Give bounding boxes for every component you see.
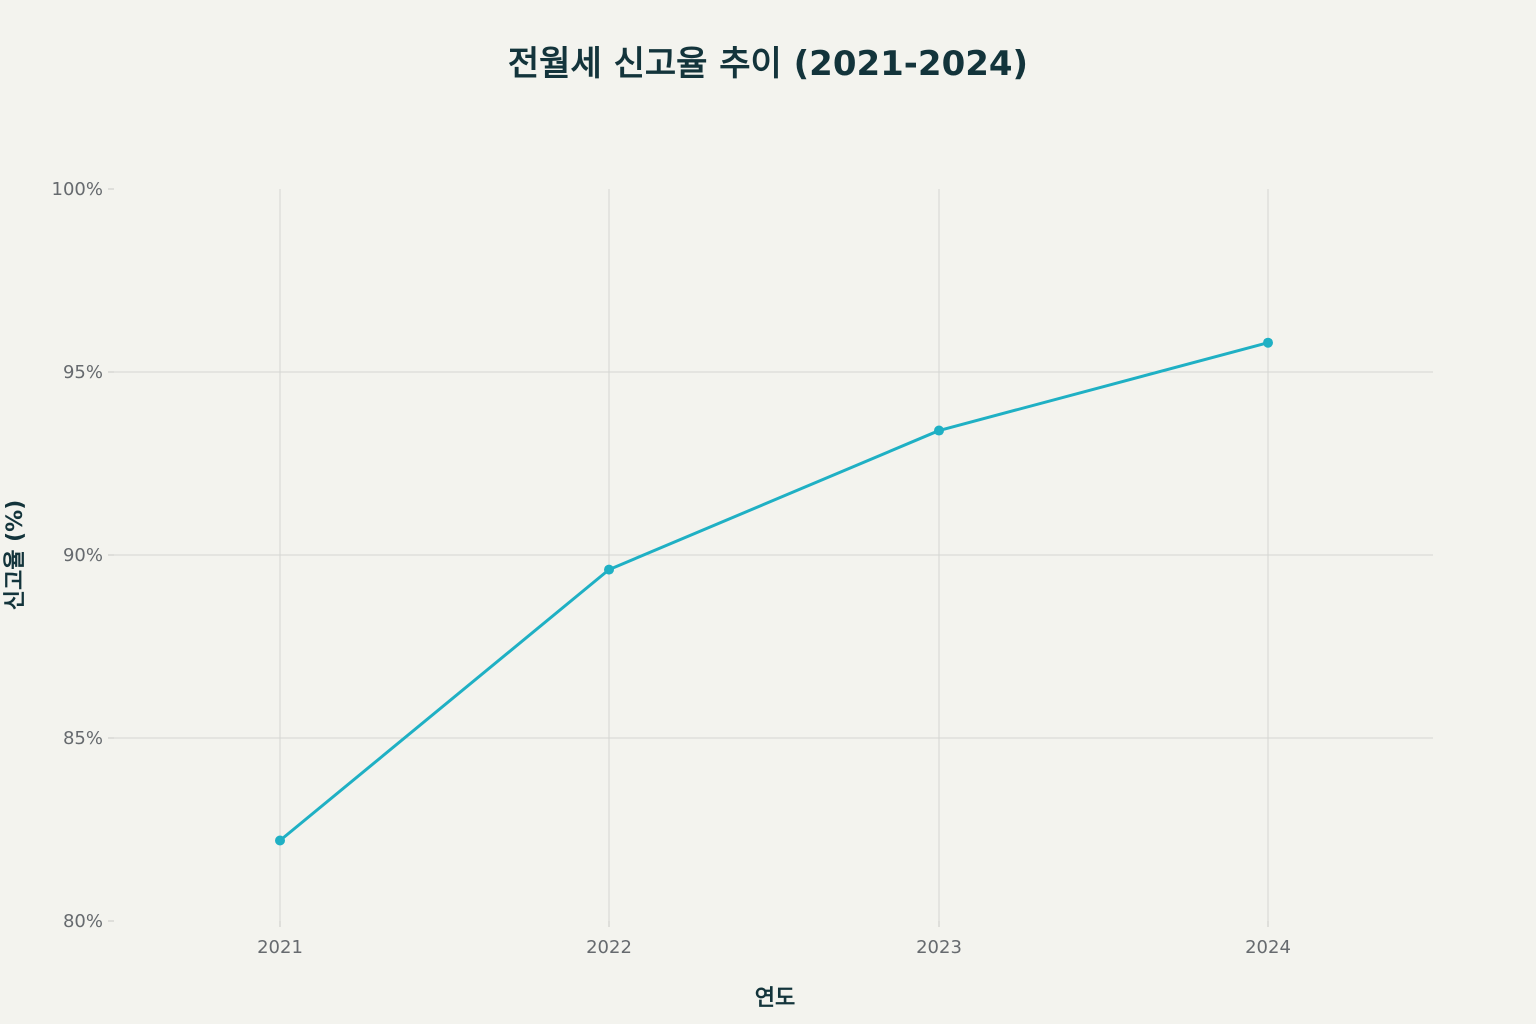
y-axis-title: 신고율 (%)	[3, 500, 28, 611]
x-tick-label: 2023	[916, 937, 962, 958]
data-point	[1263, 337, 1273, 348]
data-point	[934, 425, 944, 436]
x-axis-ticks: 2021 2022 2023 2024	[257, 921, 1291, 958]
x-axis-title: 연도	[755, 986, 795, 1011]
y-tick-label: 80%	[63, 911, 103, 932]
y-axis-ticks: 80% 85% 90% 95% 100%	[52, 179, 114, 932]
chart-title: 전월세 신고율 추이 (2021-2024)	[508, 44, 1028, 84]
data-point	[275, 835, 285, 846]
y-tick-label: 100%	[52, 179, 103, 200]
x-tick-label: 2022	[586, 937, 632, 958]
data-point	[604, 564, 614, 575]
gridlines	[114, 189, 1433, 921]
series-line	[278, 341, 1270, 842]
x-tick-label: 2021	[257, 937, 303, 958]
y-tick-label: 90%	[63, 545, 103, 566]
y-tick-label: 85%	[63, 728, 103, 749]
y-tick-label: 95%	[63, 362, 103, 383]
x-tick-label: 2024	[1245, 937, 1291, 958]
series-layer	[275, 337, 1273, 846]
